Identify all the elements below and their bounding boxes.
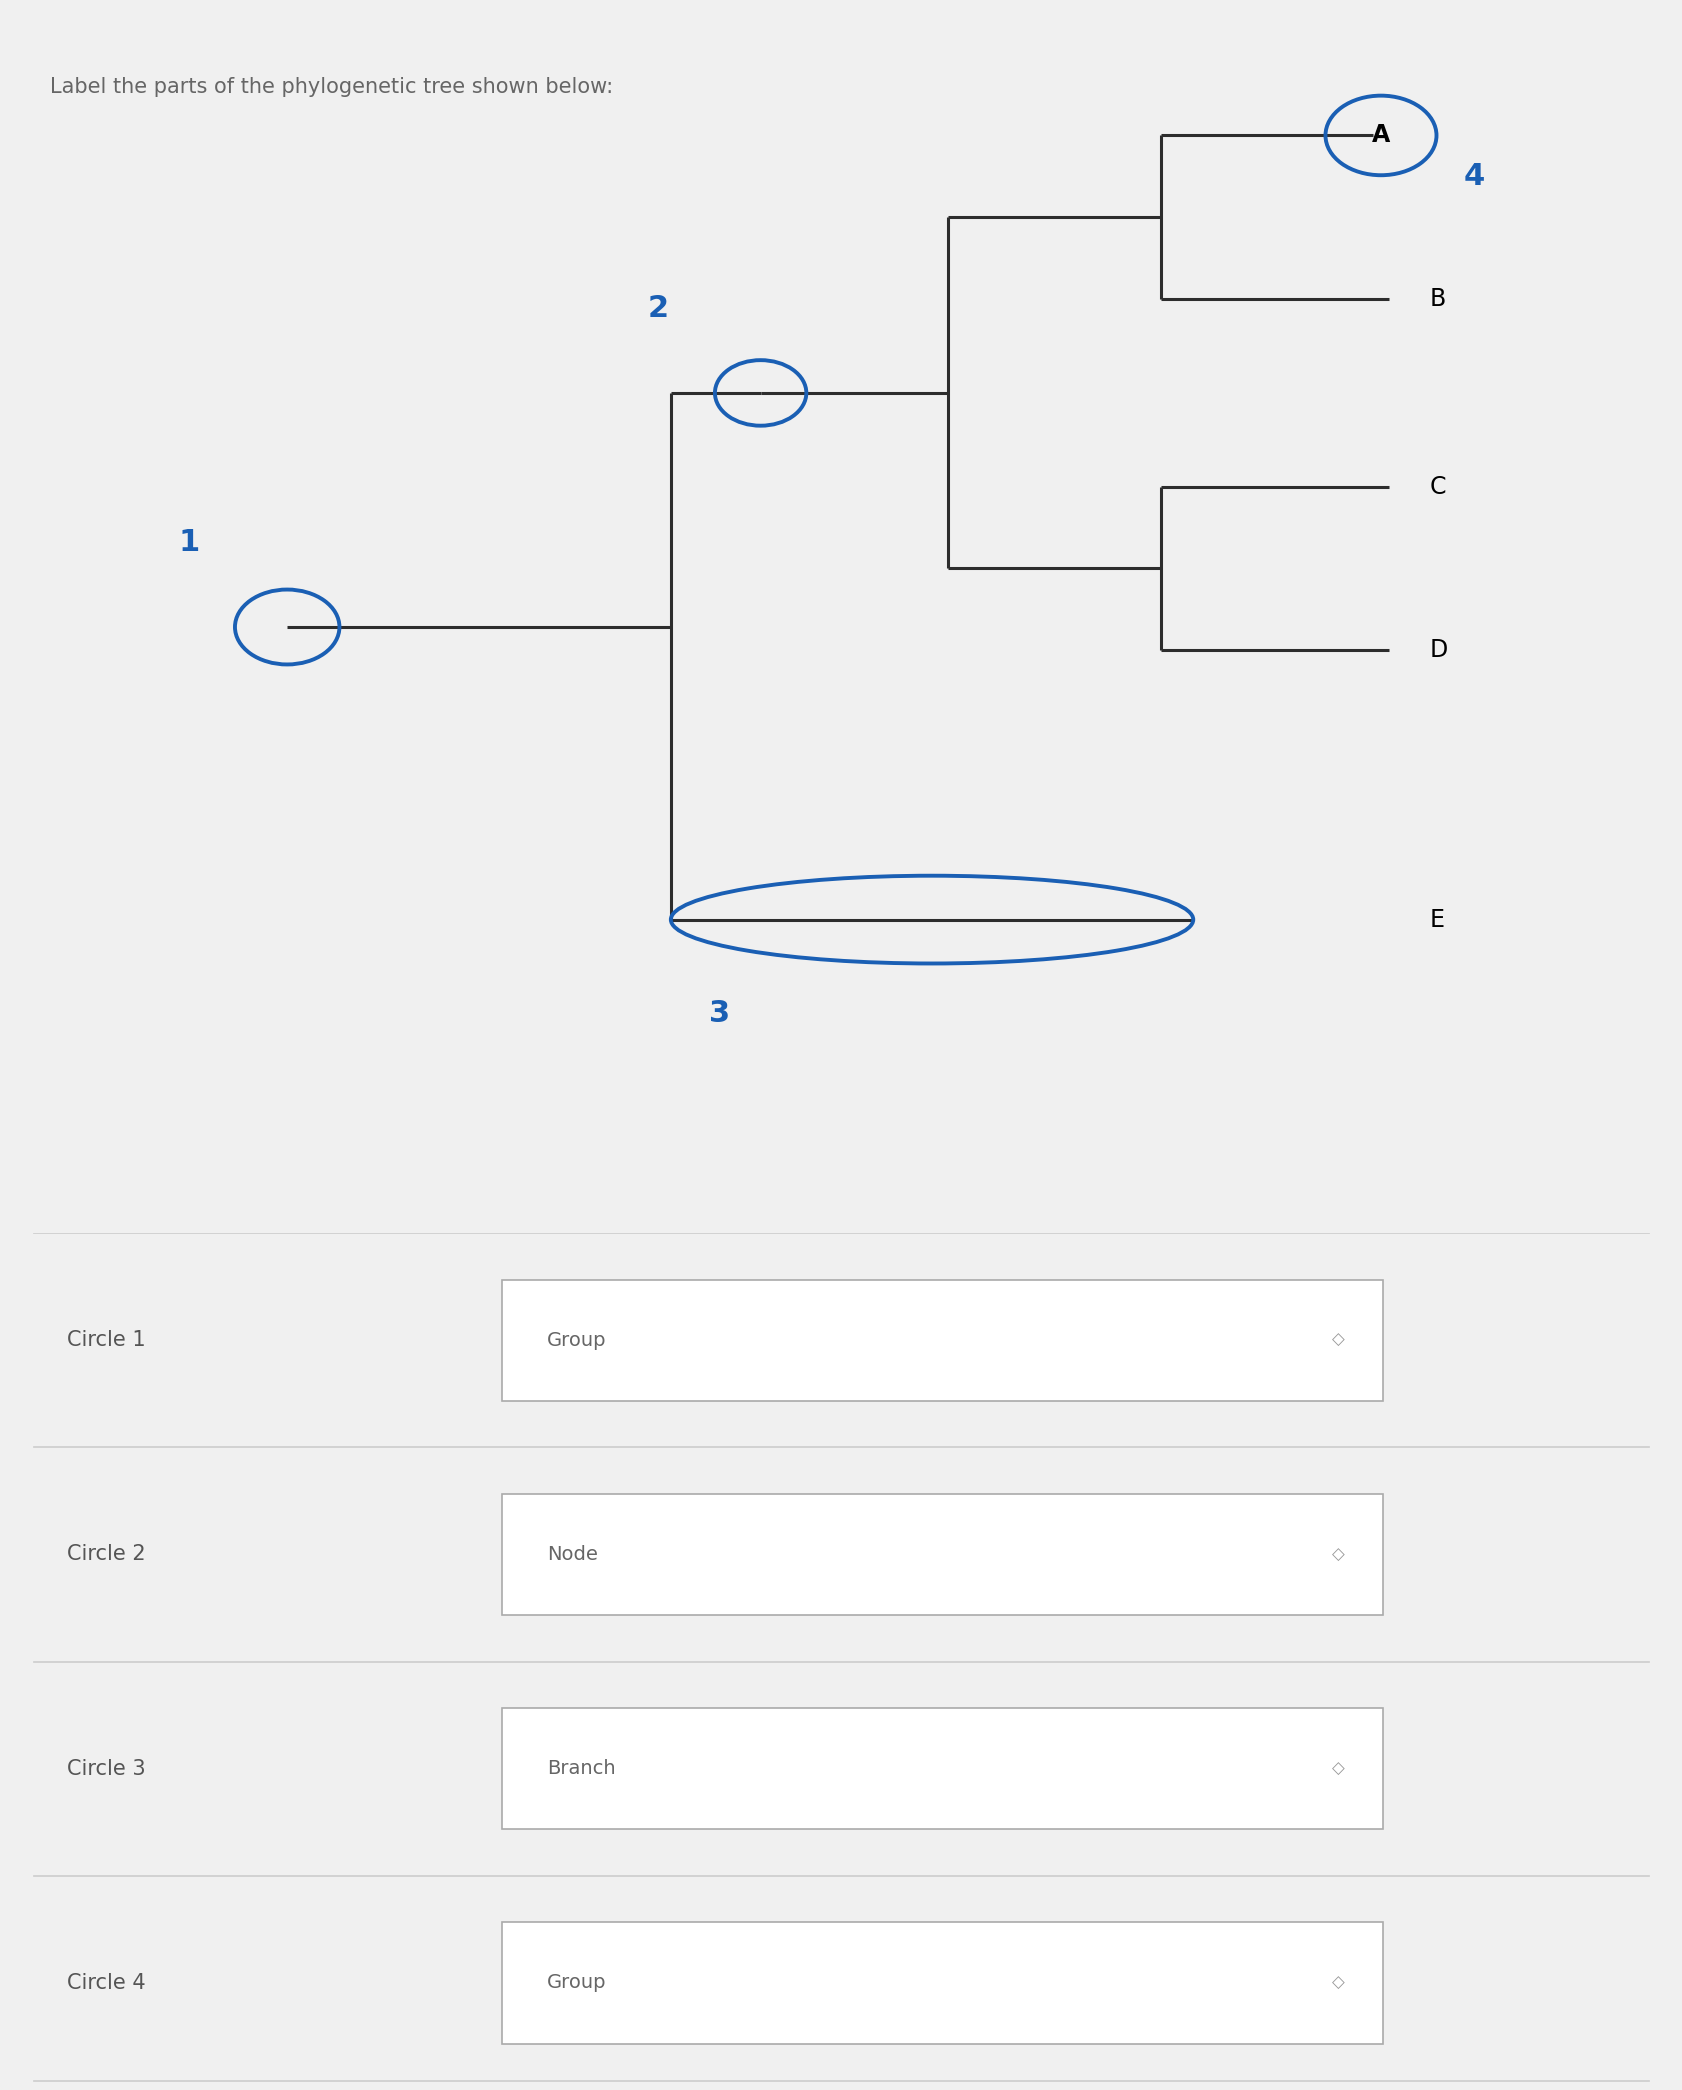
Text: 4: 4	[1463, 161, 1484, 190]
Text: Branch: Branch	[547, 1760, 616, 1779]
Text: ◇: ◇	[1330, 1545, 1344, 1563]
Text: A: A	[1371, 123, 1389, 148]
FancyBboxPatch shape	[501, 1279, 1383, 1400]
Text: ◇: ◇	[1330, 1973, 1344, 1992]
Text: Group: Group	[547, 1973, 606, 1992]
Text: B: B	[1430, 286, 1445, 311]
Text: 1: 1	[178, 529, 200, 558]
Text: 3: 3	[708, 999, 730, 1028]
Text: Circle 3: Circle 3	[67, 1758, 146, 1779]
FancyBboxPatch shape	[501, 1494, 1383, 1616]
Text: E: E	[1430, 907, 1445, 932]
Text: D: D	[1430, 637, 1447, 663]
Text: ◇: ◇	[1330, 1331, 1344, 1350]
Text: ◇: ◇	[1330, 1760, 1344, 1779]
Text: Group: Group	[547, 1331, 606, 1350]
Text: Circle 2: Circle 2	[67, 1545, 146, 1565]
Text: C: C	[1430, 474, 1445, 500]
Text: 2: 2	[648, 295, 668, 324]
FancyBboxPatch shape	[501, 1923, 1383, 2044]
Text: Circle 1: Circle 1	[67, 1329, 146, 1350]
Text: Circle 4: Circle 4	[67, 1973, 146, 1994]
Text: Node: Node	[547, 1545, 597, 1563]
Text: Label the parts of the phylogenetic tree shown below:: Label the parts of the phylogenetic tree…	[50, 77, 614, 96]
FancyBboxPatch shape	[501, 1708, 1383, 1829]
